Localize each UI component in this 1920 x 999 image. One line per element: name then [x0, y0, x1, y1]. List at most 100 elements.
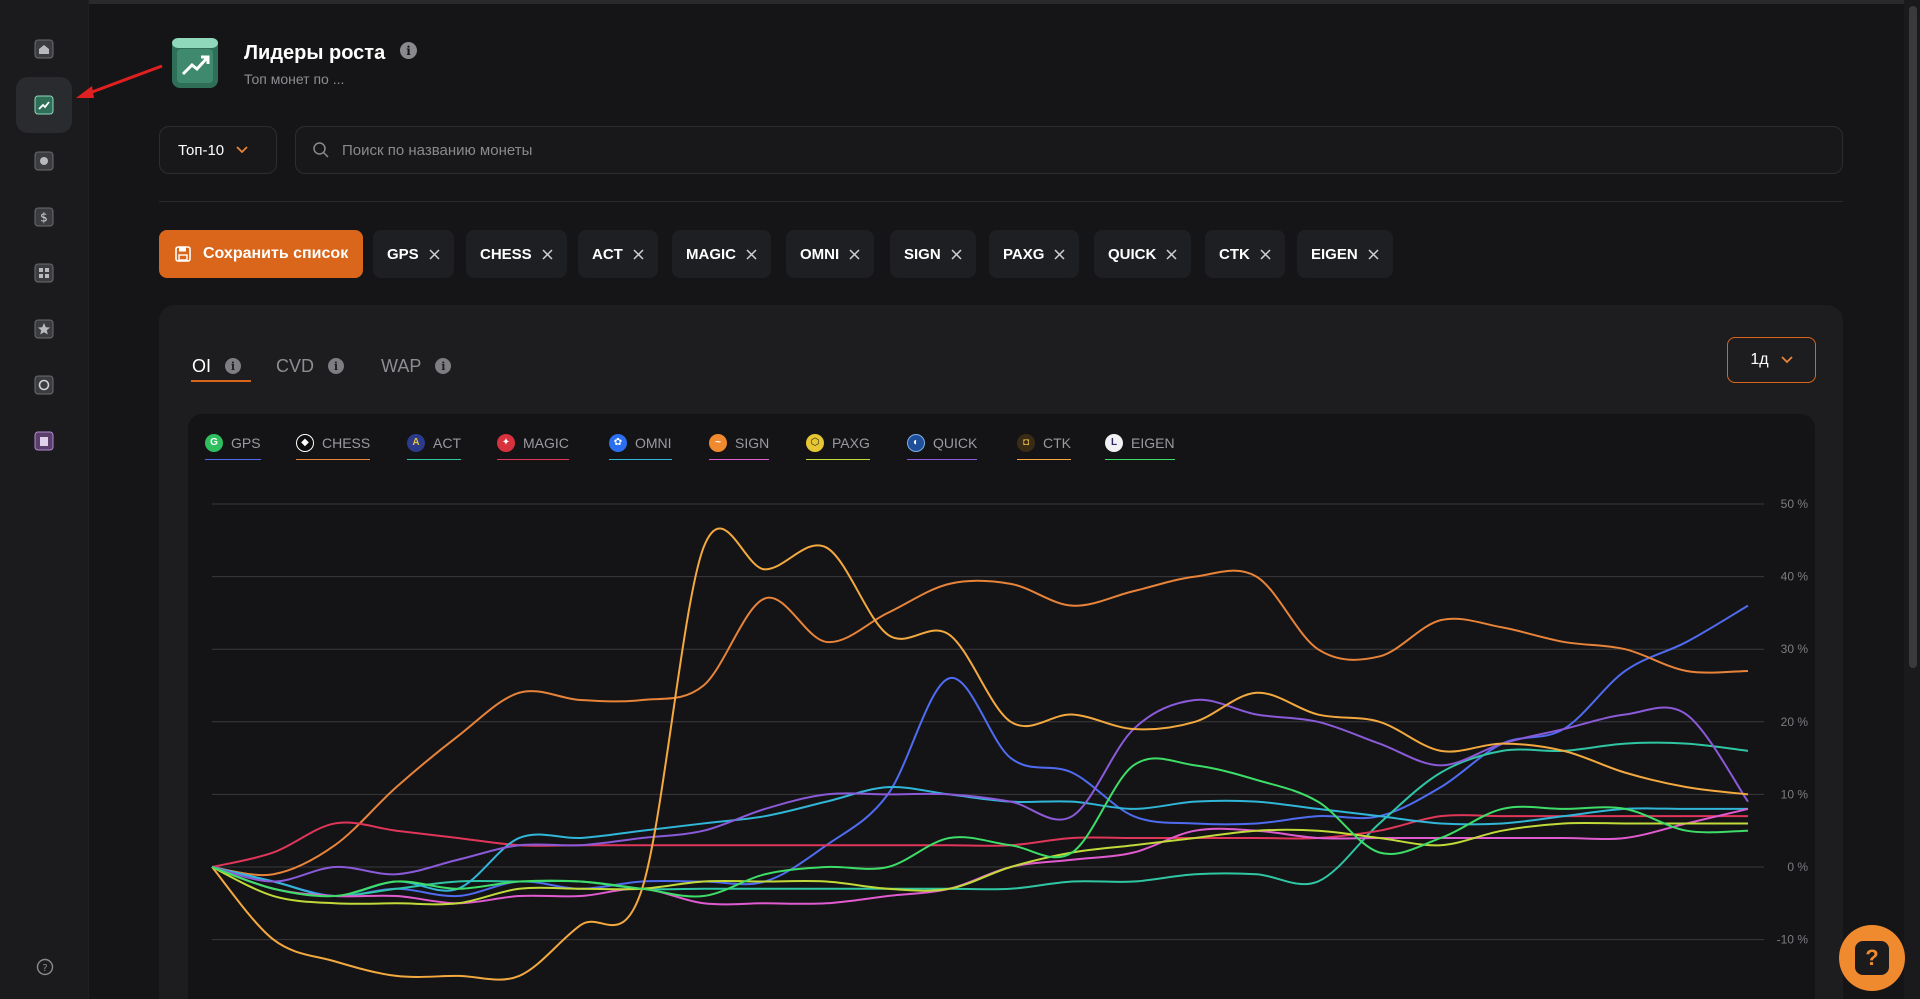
svg-text:$: $ [40, 211, 48, 225]
sidebar-item-dollar[interactable]: $ [16, 189, 72, 245]
legend-label: GPS [231, 434, 261, 451]
legend-item-act[interactable]: A ACT [407, 432, 461, 460]
close-icon[interactable] [1260, 248, 1271, 260]
info-icon[interactable]: i [225, 358, 242, 374]
legend-item-omni[interactable]: ✿ OMNI [609, 432, 672, 460]
ctk-coin-icon: ◘ [1017, 433, 1035, 452]
floppy-disk-icon [175, 246, 191, 262]
coin-chip[interactable]: EIGEN [1297, 230, 1393, 278]
chevron-down-icon [1780, 356, 1793, 364]
tab-cvd[interactable]: CVD i [276, 350, 345, 382]
close-icon[interactable] [633, 248, 644, 260]
coin-chip[interactable]: QUICK [1094, 230, 1192, 278]
page-scrollbar[interactable] [1904, 0, 1920, 999]
coin-chip-label: EIGEN [1311, 245, 1358, 263]
legend-label: CHESS [322, 434, 371, 451]
coin-chip-label: GPS [387, 245, 419, 263]
sidebar-item-target[interactable] [16, 357, 72, 413]
coin-chip[interactable]: MAGIC [672, 230, 771, 278]
sidebar-item-gear[interactable] [16, 133, 72, 189]
sidebar-item-grid[interactable] [16, 245, 72, 301]
coin-chip[interactable]: OMNI [786, 230, 875, 278]
sidebar-item-building[interactable] [16, 413, 72, 469]
dollar-icon: $ [34, 207, 54, 227]
y-tick-label: -10 % [1777, 933, 1809, 947]
coin-chip[interactable]: CTK [1205, 230, 1285, 278]
act-coin-icon: A [407, 433, 425, 452]
y-tick-label: 10 % [1781, 787, 1809, 801]
series-line-magic[interactable] [211, 814, 1748, 868]
growth-leaders-logo-icon [172, 38, 218, 88]
coin-chip[interactable]: SIGN [890, 230, 976, 278]
page-title: Лидеры роста [244, 42, 386, 64]
period-select[interactable]: 1д [1727, 337, 1816, 383]
target-icon [34, 375, 54, 395]
building-icon [34, 431, 54, 451]
title-info-icon[interactable]: i [400, 42, 417, 59]
save-list-button[interactable]: Сохранить список [159, 230, 363, 278]
coin-chip[interactable]: ACT [578, 230, 658, 278]
series-line-chess[interactable] [211, 569, 1749, 877]
legend-label: PAXG [832, 434, 870, 451]
y-tick-label: 40 % [1781, 570, 1809, 584]
help-circle-icon[interactable]: ? [36, 958, 54, 976]
legend-item-chess[interactable]: ◆ CHESS [296, 432, 371, 460]
active-tab-indicator [191, 380, 251, 382]
close-icon[interactable] [849, 248, 860, 260]
tab-oi[interactable]: OI i [192, 350, 242, 382]
coin-chip[interactable]: GPS [373, 230, 454, 278]
search-box[interactable] [295, 126, 1843, 174]
series-line-act[interactable] [211, 741, 1749, 898]
legend-item-magic[interactable]: ✦ MAGIC [497, 432, 569, 460]
close-icon[interactable] [1368, 248, 1379, 260]
close-icon[interactable] [1166, 248, 1177, 260]
help-chat-button[interactable]: ? [1839, 925, 1905, 991]
magic-coin-icon: ✦ [497, 433, 515, 452]
legend-item-gps[interactable]: G GPS [205, 432, 261, 460]
y-tick-label: 20 % [1781, 715, 1809, 729]
scrollbar-thumb[interactable] [1909, 6, 1917, 668]
legend-item-sign[interactable]: ~ SIGN [709, 432, 770, 460]
legend-label: OMNI [635, 434, 672, 451]
legend-label: EIGEN [1131, 434, 1175, 451]
y-tick-label: 0 % [1787, 860, 1808, 874]
chart-up-icon [34, 95, 54, 115]
star-icon [34, 319, 54, 339]
close-icon[interactable] [951, 248, 962, 260]
sidebar-item-home[interactable] [16, 21, 72, 77]
info-icon[interactable]: i [328, 358, 345, 374]
chess-coin-icon: ◆ [296, 433, 314, 452]
coin-chip[interactable]: PAXG [989, 230, 1080, 278]
sidebar-item-star[interactable] [16, 301, 72, 357]
legend-label: CTK [1043, 434, 1071, 451]
page-subtitle: Топ монет по ... [244, 71, 345, 87]
legend-item-eigen[interactable]: L EIGEN [1105, 432, 1175, 460]
filters-divider [159, 201, 1843, 202]
legend-item-ctk[interactable]: ◘ CTK [1017, 432, 1071, 460]
close-icon[interactable] [542, 248, 553, 260]
series-line-quick[interactable] [211, 698, 1749, 883]
series-line-paxg[interactable] [211, 821, 1748, 906]
coin-chip-label: MAGIC [686, 245, 736, 263]
legend-label: MAGIC [523, 434, 569, 451]
sidebar-item-growth-leaders[interactable] [16, 77, 72, 133]
legend-item-quick[interactable]: ◐ QUICK [907, 432, 978, 460]
tab-cvd-label: CVD [276, 355, 315, 376]
coin-chip[interactable]: CHESS [466, 230, 567, 278]
eigen-coin-icon: L [1105, 433, 1123, 452]
search-icon [313, 142, 329, 158]
legend-item-paxg[interactable]: ⬡ PAXG [806, 432, 870, 460]
close-icon[interactable] [429, 248, 440, 260]
coin-chip-label: CHESS [480, 245, 532, 263]
gps-coin-icon: G [205, 433, 223, 452]
tab-wap[interactable]: WAP i [381, 350, 452, 382]
series-line-eigen[interactable] [211, 757, 1749, 898]
close-icon[interactable] [1054, 248, 1065, 260]
top-count-select[interactable]: Топ-10 [159, 126, 277, 174]
close-icon[interactable] [746, 248, 757, 260]
home-icon [34, 39, 54, 59]
series-line-ctk[interactable] [211, 527, 1749, 981]
info-icon[interactable]: i [435, 358, 452, 374]
y-tick-label: 50 % [1781, 497, 1809, 511]
search-input[interactable] [342, 141, 1742, 159]
